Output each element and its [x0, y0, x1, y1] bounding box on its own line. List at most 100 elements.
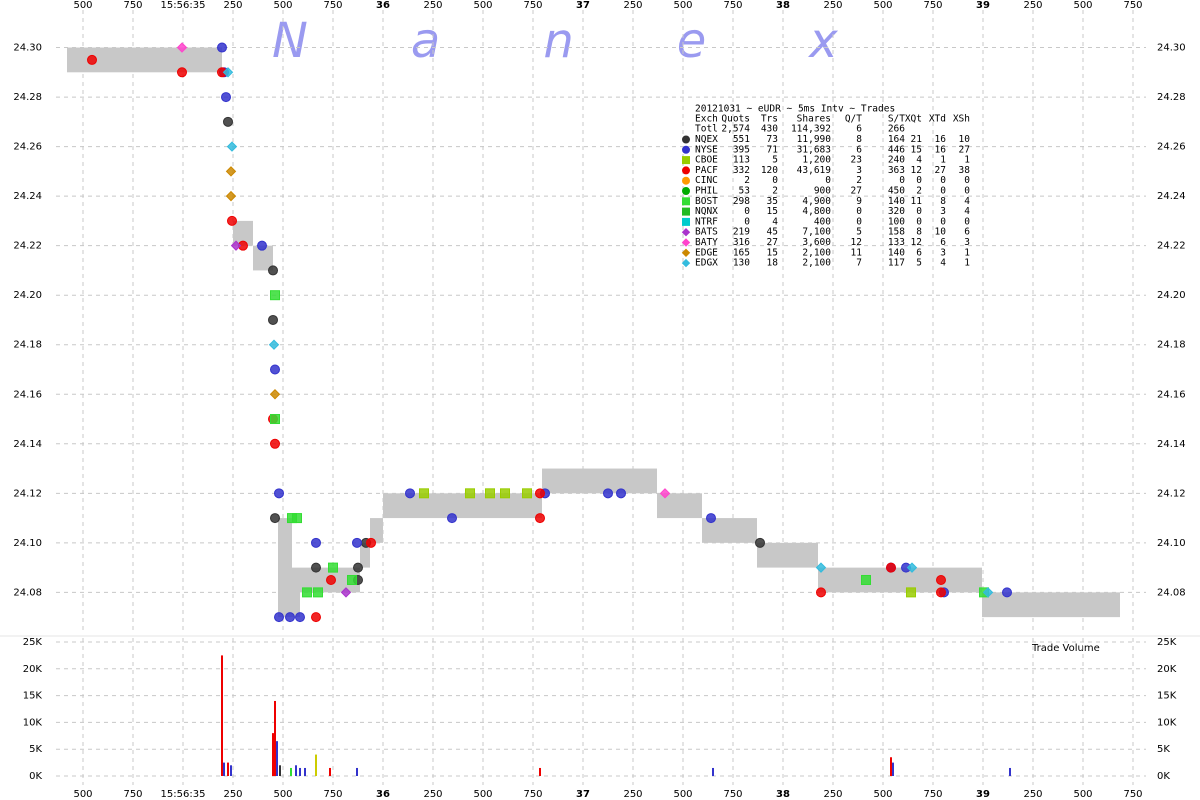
trade-point [465, 488, 475, 499]
trade-point [227, 215, 237, 226]
legend-marker [682, 217, 690, 226]
stats-cell: 11 [851, 247, 863, 258]
y-tick-label: 24.30 [1157, 43, 1186, 54]
x-tick-label: 750 [723, 0, 742, 11]
stats-cell: 2,100 [802, 247, 831, 258]
stats-cell: 120 [761, 165, 778, 176]
y-tick-label: 24.18 [1157, 340, 1186, 351]
x-tick-label: 750 [323, 0, 342, 11]
legend-name: NTRF [695, 216, 718, 227]
trade-point [861, 574, 871, 585]
volume-bar [279, 765, 281, 776]
legend-name: CBOE [695, 155, 718, 166]
stats-cell: 0 [964, 175, 970, 186]
stats-cell: 6 [916, 247, 922, 258]
legend-name: NQEX [695, 134, 718, 145]
stats-cell: 164 [888, 134, 905, 145]
legend-marker [681, 227, 691, 237]
x-tick-label: 38 [776, 789, 790, 800]
trade-point [816, 587, 826, 598]
stats-cell: 2 [916, 186, 922, 197]
stats-cell: 8 [916, 227, 922, 238]
x-tick-label: 250 [223, 0, 242, 11]
trade-point [295, 612, 305, 623]
stats-cell: 240 [888, 155, 905, 166]
trade-point [906, 562, 918, 573]
stats-cell: 16 [935, 144, 947, 155]
volume-bar [223, 762, 225, 776]
legend-name: PACF [695, 165, 718, 176]
stats-cell: 27 [767, 237, 778, 248]
stats-cell: 8 [856, 134, 862, 145]
legend-name: NQNX [695, 206, 718, 217]
trade-point [815, 562, 827, 573]
quote-band [542, 468, 657, 494]
stats-cell: 900 [814, 186, 831, 197]
trade-point [87, 54, 97, 65]
stats-cell: 4,800 [802, 206, 831, 217]
stats-cell: 0 [940, 216, 946, 227]
y-tick-label: 24.12 [1157, 488, 1186, 499]
y-tick-label: 24.16 [13, 389, 42, 400]
legend-marker [682, 197, 690, 206]
volume-tick-label: 20K [23, 664, 43, 675]
stats-cell: 4 [772, 216, 778, 227]
stats-cell: 0 [772, 175, 778, 186]
trade-point [226, 141, 238, 152]
stats-cell: 45 [767, 227, 778, 238]
trade-point [535, 513, 545, 524]
stats-cell: 18 [767, 258, 779, 269]
trade-point [936, 574, 946, 585]
x-tick-label: 500 [273, 0, 292, 11]
trade-point [221, 92, 231, 103]
volume-tick-label: 20K [1157, 664, 1177, 675]
x-tick-label: 500 [873, 789, 892, 800]
trade-point [270, 414, 280, 425]
volume-bar [227, 762, 229, 776]
x-tick-label: 36 [376, 789, 390, 800]
stats-cell: 23 [851, 155, 862, 166]
y-tick-label: 24.26 [1157, 142, 1186, 153]
legend-name: BOST [695, 196, 718, 207]
stats-cell: 1 [964, 155, 970, 166]
stats-cell: 6 [856, 144, 862, 155]
y-tick-label: 24.10 [13, 538, 42, 549]
stats-total: 114,392 [791, 124, 831, 135]
volume-bar [1009, 767, 1011, 776]
stats-cell: 11 [911, 196, 923, 207]
trade-point [292, 513, 302, 524]
stats-cell: 5 [772, 155, 778, 166]
x-tick-label: 500 [1073, 0, 1092, 11]
trade-point [270, 438, 280, 449]
trade-point [603, 488, 613, 499]
y-tick-label: 24.14 [1157, 439, 1186, 450]
stats-cell: 6 [964, 227, 970, 238]
trade-point [268, 265, 278, 276]
legend-name: BATY [695, 237, 718, 248]
stats-cell: 158 [888, 227, 905, 238]
stats-cell: 73 [767, 134, 778, 145]
y-tick-label: 24.22 [13, 241, 42, 252]
stats-cell: 446 [888, 144, 905, 155]
stats-cell: 38 [959, 165, 971, 176]
x-tick-label: 250 [823, 789, 842, 800]
quote-band [253, 245, 273, 271]
trade-point [340, 587, 352, 598]
trade-point [270, 290, 280, 301]
stats-cell: 27 [959, 144, 970, 155]
trade-point [268, 314, 278, 325]
x-tick-label: 500 [673, 789, 692, 800]
volume-tick-label: 0K [29, 771, 42, 782]
stats-cell: 15 [767, 206, 778, 217]
stats-cell: 4 [964, 196, 970, 207]
y-tick-label: 24.28 [13, 92, 42, 103]
legend-marker [682, 187, 690, 195]
trade-point [176, 42, 188, 53]
x-tick-label: 250 [623, 0, 642, 11]
stats-cell: 133 [888, 237, 905, 248]
trade-point [225, 190, 237, 202]
trade-point [222, 67, 234, 78]
trade-point [270, 364, 280, 375]
x-tick-label: 500 [673, 0, 692, 11]
